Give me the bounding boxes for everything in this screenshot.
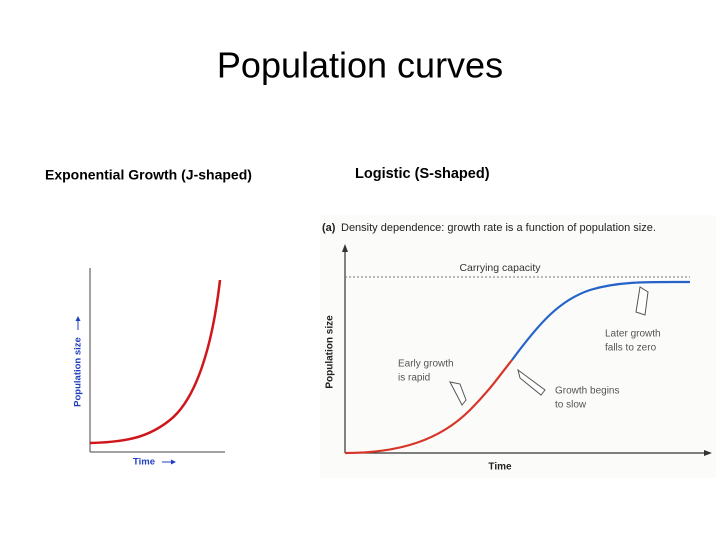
y-axis-label: Population size [325, 315, 336, 389]
logistic-diagram: (a) Density dependence: growth rate is a… [320, 215, 716, 478]
panel-heading: Logistic (S-shaped) [355, 166, 490, 182]
s-curve-late [511, 280, 691, 361]
annotation: falls to zero [605, 343, 657, 354]
carrying-capacity-label: Carrying capacity [459, 262, 541, 274]
annotation: Early growth [398, 359, 454, 370]
panel-heading: Exponential Growth (J-shaped) [45, 167, 252, 183]
pointing-hand [449, 381, 467, 406]
annotation: Growth begins [555, 386, 619, 397]
pointing-hand [635, 286, 649, 316]
x-arrow-head [704, 450, 712, 456]
figure-label: (a) [322, 222, 336, 234]
s-curve-early [344, 359, 513, 455]
x-arrow-head [171, 459, 176, 465]
exponential-diagram: Population size Time [73, 268, 225, 468]
y-axis-label: Population size [73, 337, 84, 407]
pointing-hand [517, 368, 546, 396]
y-arrow-head [342, 244, 348, 252]
annotation: to slow [555, 400, 587, 411]
x-axis-label: Time [488, 462, 512, 473]
annotation: is rapid [398, 373, 430, 384]
figure-background [320, 215, 716, 478]
j-curve [89, 279, 222, 445]
slide-title: Population curves [217, 45, 503, 86]
y-arrow-head [75, 316, 81, 321]
x-axis-label: Time [133, 457, 155, 468]
annotation: Later growth [605, 329, 661, 340]
figure-caption: Density dependence: growth rate is a fun… [341, 222, 656, 234]
